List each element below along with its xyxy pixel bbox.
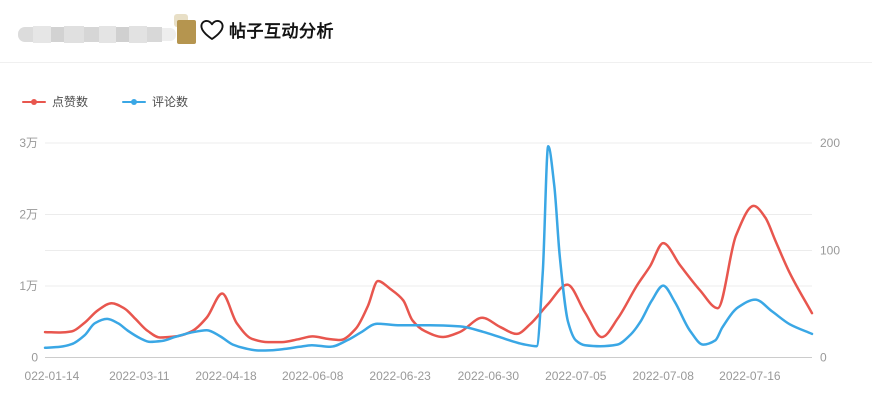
legend-item-comments[interactable]: 评论数 <box>122 96 188 108</box>
legend-label-comments: 评论数 <box>152 95 189 109</box>
legend-label-likes: 点赞数 <box>52 95 89 109</box>
x-axis-label: 2022-06-30 <box>458 369 520 383</box>
x-axis-label: 022-01-14 <box>25 369 80 383</box>
page-header: 帖子互动分析 <box>0 0 872 63</box>
account-badge-icon <box>177 20 196 44</box>
y-axis-right-label: 100 <box>820 243 840 257</box>
likes-line-marker-icon <box>22 96 46 108</box>
y-axis-left-label: 2万 <box>19 208 38 222</box>
x-axis-label: 2022-04-18 <box>195 369 257 383</box>
y-axis-left-label: 0 <box>31 351 38 365</box>
legend-item-likes[interactable]: 点赞数 <box>22 96 88 108</box>
chart-legend: 点赞数 评论数 <box>22 96 188 108</box>
x-axis-label: 2022-03-11 <box>109 369 170 383</box>
page-title: 帖子互动分析 <box>229 22 334 41</box>
redacted-account-name <box>18 26 176 44</box>
x-axis-label: 2022-07-05 <box>545 369 607 383</box>
heart-icon <box>200 19 224 40</box>
x-axis-label: 2022-06-08 <box>282 369 344 383</box>
y-axis-right-label: 200 <box>820 136 840 150</box>
x-axis-label: 2022-07-08 <box>633 369 695 383</box>
y-axis-right-label: 0 <box>820 351 827 365</box>
x-axis-label: 2022-06-23 <box>369 369 431 383</box>
y-axis-left-label: 1万 <box>19 279 38 293</box>
x-axis-label: 2022-07-16 <box>719 369 781 383</box>
comments-line-marker-icon <box>122 96 147 108</box>
comments-series-line <box>43 144 814 352</box>
likes-series-line <box>43 204 814 344</box>
y-axis-left-label: 3万 <box>19 136 38 150</box>
